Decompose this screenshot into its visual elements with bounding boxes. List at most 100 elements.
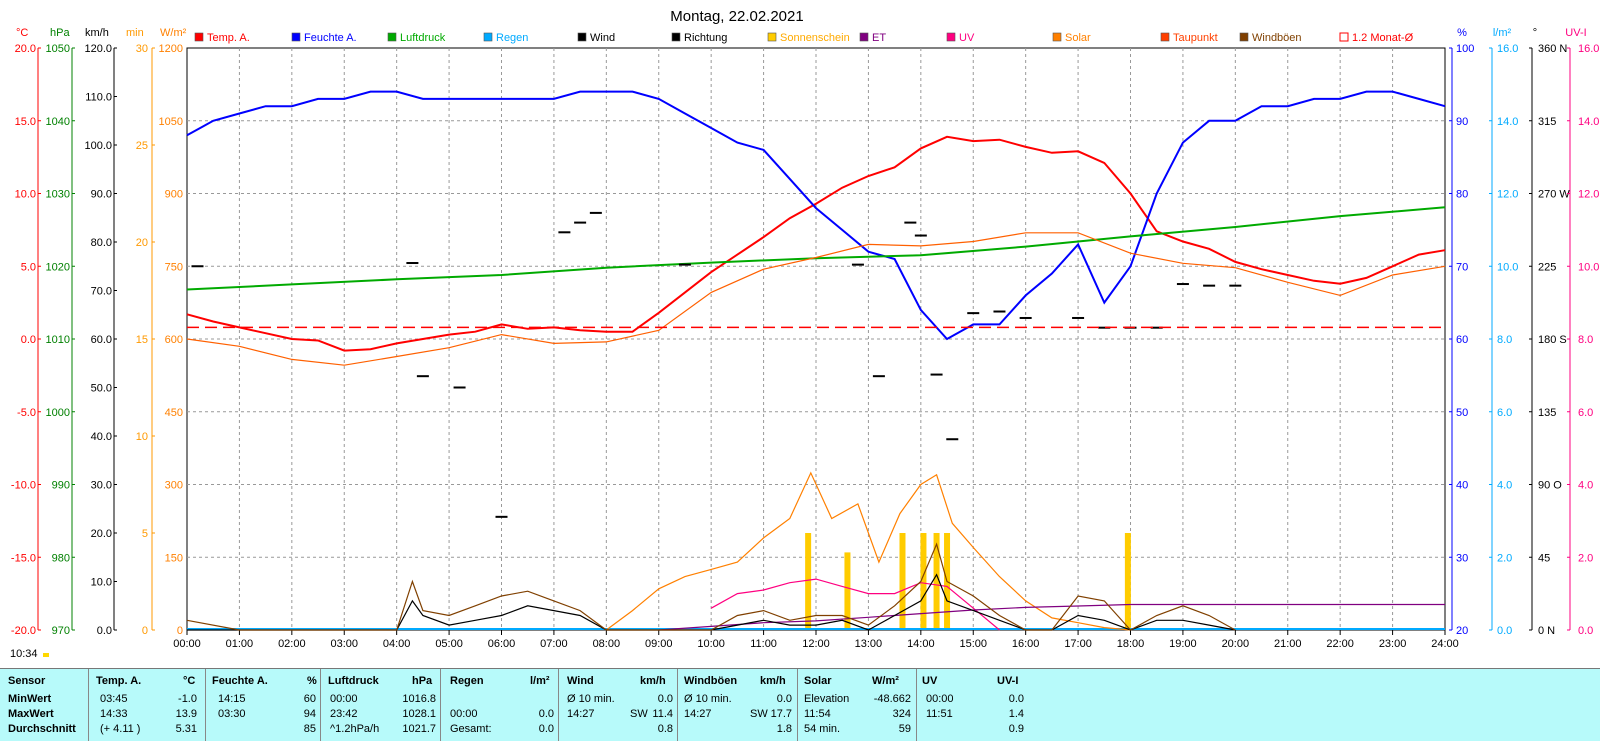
direction-mark	[1072, 316, 1085, 319]
legend-label: Richtung	[684, 32, 727, 44]
x-tick-label: 10:00	[697, 638, 725, 650]
x-tick-label: 19:00	[1169, 638, 1197, 650]
current-time-marker	[43, 653, 49, 657]
table-cell-wind-v: 0.0	[657, 693, 673, 705]
right-axis-tick: 14.0	[1578, 116, 1599, 128]
x-tick-label: 02:00	[278, 638, 306, 650]
right-axis-tick: 0.0	[1497, 625, 1512, 637]
right-axis-tick: 100	[1456, 43, 1474, 55]
right-axis-tick: 315	[1538, 116, 1556, 128]
column-divider	[677, 669, 678, 741]
left-axis-tick: 990	[52, 480, 70, 492]
left-axis-tick: -15.0	[11, 552, 36, 564]
header-temp: Temp. A.	[96, 675, 142, 687]
left-axis-tick: 20.0	[91, 528, 112, 540]
direction-mark	[558, 231, 571, 234]
left-axis-unit: W/m²	[160, 27, 187, 39]
table-cell-wind-d: SW	[630, 708, 648, 720]
table-cell-hum-t: 03:30	[218, 708, 246, 720]
left-axis-tick: -20.0	[11, 625, 36, 637]
left-axis-tick: 0	[177, 625, 183, 637]
column-divider	[797, 669, 798, 741]
direction-mark	[872, 375, 885, 378]
legend-swatch	[671, 32, 681, 42]
table-cell-uv-t: 11:51	[926, 708, 953, 720]
table-cell-solar-v: 59	[898, 723, 911, 735]
legend-label: ET	[872, 32, 886, 44]
table-cell-uv-t: 00:00	[926, 693, 954, 705]
right-axis-unit: °	[1533, 27, 1537, 39]
left-axis-tick: 70.0	[91, 286, 112, 298]
series-feuchte-a--line	[186, 90, 1446, 341]
table-cell-temp-t: 14:33	[100, 708, 128, 720]
left-axis-tick: 1050	[46, 43, 70, 55]
right-axis-unit: UV-I	[1565, 27, 1586, 39]
sunshine-bar	[844, 552, 851, 630]
right-axis-tick: 6.0	[1497, 407, 1512, 419]
direction-mark	[678, 263, 691, 266]
right-axis-tick: 8.0	[1497, 334, 1512, 346]
left-axis-unit: min	[126, 27, 144, 39]
left-axis-tick: 25	[136, 140, 148, 152]
right-axis-tick: 2.0	[1578, 552, 1593, 564]
right-axis-tick: 4.0	[1497, 480, 1512, 492]
weather-chart: Montag, 22.02.2021 Temp. A. Feuchte A. Luf…	[10, 8, 1600, 650]
table-cell-temp-t: 03:45	[100, 693, 128, 705]
right-axis-tick: 10.0	[1497, 261, 1518, 273]
direction-mark	[495, 515, 508, 518]
plot-area	[186, 90, 1446, 631]
sunshine-bar	[1124, 533, 1131, 630]
left-axis-tick: 110.0	[85, 92, 112, 104]
left-axis-tick: 60.0	[91, 334, 112, 346]
table-cell-gust-v: 0.0	[776, 693, 792, 705]
left-axis-tick: 150	[165, 552, 183, 564]
header-hum-unit: %	[307, 675, 317, 687]
right-axis-tick: 14.0	[1497, 116, 1518, 128]
right-axis-tick: 225	[1538, 261, 1556, 273]
x-tick-label: 04:00	[383, 638, 411, 650]
legend-swatch	[1160, 32, 1170, 42]
x-tick-label: 03:00	[330, 638, 358, 650]
x-tick-label: 24:00	[1431, 638, 1459, 650]
legend-label: Wind	[590, 32, 615, 44]
left-axis-tick: 1010	[46, 334, 70, 346]
legend-swatch	[483, 32, 493, 42]
right-axis-tick: 16.0	[1578, 43, 1599, 55]
right-axis-tick: 270 W	[1538, 189, 1570, 201]
right-axis-tick: 2.0	[1497, 552, 1512, 564]
header-uv-unit: UV-I	[997, 675, 1019, 687]
right-axis-tick: 0.0	[1578, 625, 1593, 637]
x-tick-label: 07:00	[540, 638, 568, 650]
x-tick-label: 13:00	[855, 638, 883, 650]
table-cell-temp-v: 13.9	[175, 708, 197, 720]
series-uv-line	[710, 578, 1000, 631]
column-divider	[205, 669, 206, 741]
left-axis-unit: °C	[16, 27, 28, 39]
left-axis-tick: 1000	[46, 407, 70, 419]
table-cell-gust-t: Ø 10 min.	[684, 693, 732, 705]
table-cell-press-t: ^1.2hPa/h	[330, 723, 380, 735]
legend-swatch	[1052, 32, 1062, 42]
column-divider	[558, 669, 559, 741]
table-cell-rain-t: Gesamt:	[450, 723, 492, 735]
left-axis-tick: 0	[142, 625, 148, 637]
table-cell-solar-t: Elevation	[804, 693, 850, 705]
left-axis-tick: 90.0	[91, 189, 112, 201]
left-axis-tick: 970	[52, 625, 70, 637]
table-cell-label: MinWert	[8, 693, 52, 705]
direction-mark	[946, 438, 959, 441]
legend-label: Feuchte A.	[304, 32, 357, 44]
table-cell-uv-v: 0.9	[1008, 723, 1024, 735]
series-temp-a--line	[186, 135, 1446, 352]
right-axis-tick: 45	[1538, 552, 1550, 564]
legend-label: 1.2 Monat-Ø	[1352, 32, 1414, 44]
direction-mark	[1203, 284, 1216, 287]
left-axis-tick: 15.0	[15, 116, 36, 128]
right-axis-tick: 40	[1456, 480, 1468, 492]
header-sensor: Sensor	[8, 675, 46, 687]
legend-swatch	[577, 32, 587, 42]
table-cell-press-v: 1021.7	[402, 723, 436, 735]
right-axis-tick: 180 S	[1538, 334, 1567, 346]
right-axis-tick: 90 O	[1538, 480, 1562, 492]
direction-mark	[589, 211, 602, 214]
